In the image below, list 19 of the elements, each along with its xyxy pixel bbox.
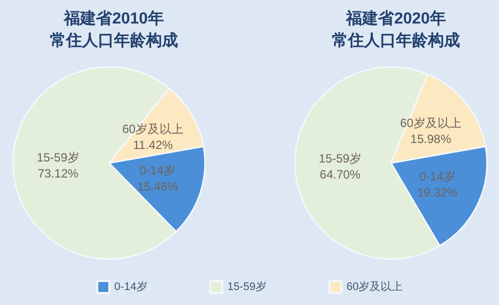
data-label: 64.70% bbox=[320, 168, 361, 182]
data-label: 15.46% bbox=[137, 180, 178, 194]
slice-label: 60岁及以上 bbox=[400, 116, 462, 130]
chart-title: 福建省2020年 bbox=[345, 10, 446, 28]
data-label: 15.98% bbox=[410, 132, 452, 146]
slice-label: 15-59岁 bbox=[36, 150, 80, 164]
chart-subtitle: 常住人口年龄构成 bbox=[50, 32, 178, 50]
legend-label: 60岁及以上 bbox=[346, 280, 403, 293]
slice-label: 0-14岁 bbox=[419, 169, 456, 184]
chart-subtitle: 常住人口年龄构成 bbox=[332, 32, 460, 50]
legend-label: 15-59岁 bbox=[227, 281, 266, 293]
data-label: 73.12% bbox=[38, 166, 79, 180]
slice-label: 15-59岁 bbox=[318, 152, 362, 166]
data-label: 19.32% bbox=[416, 185, 458, 200]
slice-label: 60岁及以上 bbox=[122, 122, 184, 136]
data-label: 11.42% bbox=[133, 138, 174, 152]
chart-title: 福建省2010年 bbox=[63, 10, 164, 28]
slice-label: 0-14岁 bbox=[140, 164, 176, 178]
legend-label: 0-14岁 bbox=[114, 281, 148, 293]
